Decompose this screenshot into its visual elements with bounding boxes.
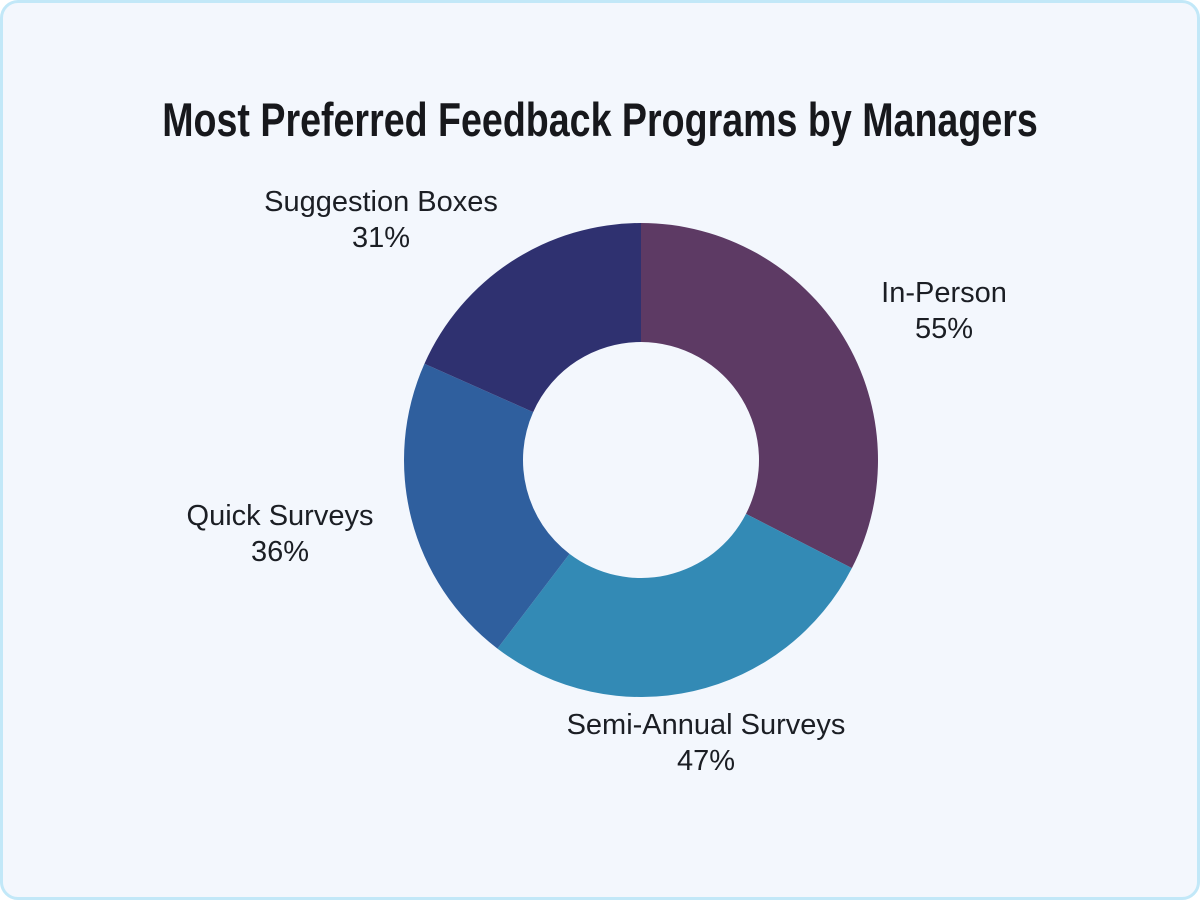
donut-slice-in-person[interactable] <box>641 223 879 569</box>
donut-slice-semi-annual-surveys[interactable] <box>497 513 852 698</box>
chart-title: Most Preferred Feedback Programs by Mana… <box>162 93 1038 146</box>
donut-slice-suggestion-boxes[interactable] <box>424 222 641 413</box>
donut-chart <box>404 222 879 698</box>
slice-label-text: Suggestion Boxes <box>264 186 498 218</box>
slice-label-value: 47% <box>676 745 736 777</box>
slice-label-text: In-Person <box>881 277 1007 309</box>
slice-label-semi-annual-surveys: Semi-Annual Surveys 47% <box>567 707 846 779</box>
slice-label-value: 55% <box>914 313 974 345</box>
slice-label-text: Quick Surveys <box>186 500 374 532</box>
slice-label-suggestion-boxes: Suggestion Boxes 31% <box>264 184 498 256</box>
slice-label-text: Semi-Annual Surveys <box>566 709 846 741</box>
donut-slice-quick-surveys[interactable] <box>404 363 570 649</box>
slice-label-quick-surveys: Quick Surveys 36% <box>187 498 374 570</box>
slice-label-in-person: In-Person 55% <box>881 275 1007 347</box>
slice-label-value: 31% <box>351 222 411 254</box>
slice-label-value: 36% <box>250 536 310 568</box>
